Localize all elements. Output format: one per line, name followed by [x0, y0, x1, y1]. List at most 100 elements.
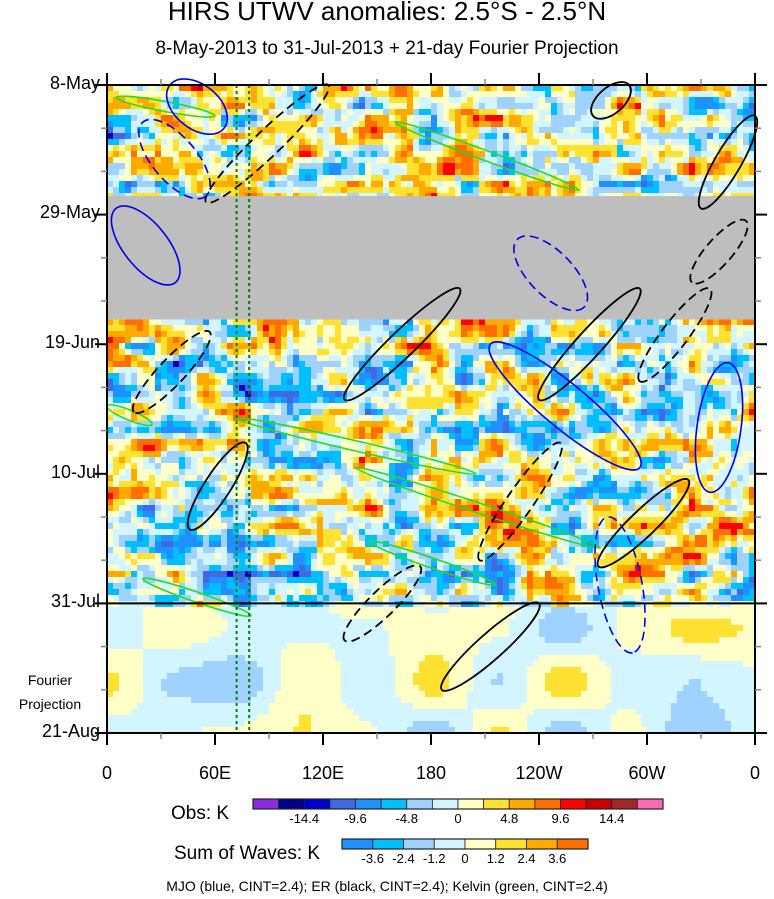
field-cell [707, 91, 714, 98]
field-cell [437, 355, 444, 362]
field-cell [695, 91, 702, 98]
field-cell [749, 337, 756, 344]
field-cell [491, 133, 498, 140]
field-cell [641, 115, 648, 122]
field-cell [263, 121, 270, 128]
field-cell [209, 115, 216, 122]
field-cell [449, 151, 456, 158]
field-cell [623, 343, 630, 350]
field-cell [689, 349, 696, 356]
field-cell [107, 355, 114, 362]
field-cell [647, 349, 654, 356]
field-cell [701, 163, 708, 170]
field-cell [737, 319, 744, 326]
field-cell [311, 181, 318, 188]
field-cell [635, 157, 642, 164]
field-cell [509, 169, 516, 176]
field-cell [335, 127, 342, 134]
field-cell [581, 331, 588, 338]
field-cell [191, 343, 198, 350]
field-cell [557, 115, 564, 122]
field-cell [149, 361, 156, 368]
field-cell [389, 325, 396, 332]
field-cell [431, 151, 438, 158]
field-cell [653, 181, 660, 188]
field-cell [437, 151, 444, 158]
field-cell [395, 163, 402, 170]
field-cell [677, 337, 684, 344]
field-cell [443, 103, 450, 110]
field-cell [173, 343, 180, 350]
field-cell [677, 169, 684, 176]
field-cell [395, 319, 402, 326]
field-cell [743, 331, 750, 338]
field-cell [191, 187, 198, 194]
field-cell [671, 97, 678, 104]
field-cell [455, 109, 462, 116]
field-cell [149, 91, 156, 98]
field-cell [551, 109, 558, 116]
field-cell [323, 103, 330, 110]
field-cell [269, 355, 276, 362]
field-cell [215, 169, 222, 176]
field-cell [185, 97, 192, 104]
field-cell [275, 139, 282, 146]
field-cell [425, 331, 432, 338]
field-cell [281, 127, 288, 134]
field-cell [635, 331, 642, 338]
field-cell [647, 343, 654, 350]
field-cell [419, 187, 426, 194]
field-cell [107, 361, 114, 368]
field-cell [521, 133, 528, 140]
field-cell [605, 139, 612, 146]
field-cell [275, 163, 282, 170]
field-cell [389, 97, 396, 104]
field-cell [293, 139, 300, 146]
field-cell [227, 175, 234, 182]
field-cell [365, 133, 372, 140]
field-cell [731, 349, 738, 356]
field-cell [575, 103, 582, 110]
field-cell [623, 139, 630, 146]
field-cell [269, 157, 276, 164]
field-cell [665, 115, 672, 122]
field-cell [365, 115, 372, 122]
field-cell [329, 133, 336, 140]
field-cell [275, 187, 282, 194]
field-cell [431, 133, 438, 140]
field-cell [263, 187, 270, 194]
field-cell [665, 139, 672, 146]
field-cell [113, 145, 120, 152]
field-cell [749, 145, 756, 152]
field-cell [203, 355, 210, 362]
field-cell [653, 97, 660, 104]
field-cell [533, 343, 540, 350]
field-cell [611, 163, 618, 170]
field-cell [323, 187, 330, 194]
field-cell [353, 169, 360, 176]
field-cell [743, 175, 750, 182]
field-cell [659, 355, 666, 362]
field-cell [527, 175, 534, 182]
field-cell [497, 349, 504, 356]
field-cell [191, 121, 198, 128]
field-cell [113, 103, 120, 110]
field-cell [749, 325, 756, 332]
field-cell [347, 121, 354, 128]
field-cell [413, 343, 420, 350]
field-cell [509, 331, 516, 338]
field-cell [365, 97, 372, 104]
field-cell [323, 337, 330, 344]
field-cell [161, 187, 168, 194]
field-cell [575, 133, 582, 140]
field-cell [383, 127, 390, 134]
field-cell [353, 331, 360, 338]
field-cell [563, 319, 570, 326]
field-cell [329, 91, 336, 98]
field-cell [245, 115, 252, 122]
field-cell [665, 109, 672, 116]
field-cell [371, 97, 378, 104]
field-cell [413, 121, 420, 128]
field-cell [587, 349, 594, 356]
field-cell [749, 187, 756, 194]
